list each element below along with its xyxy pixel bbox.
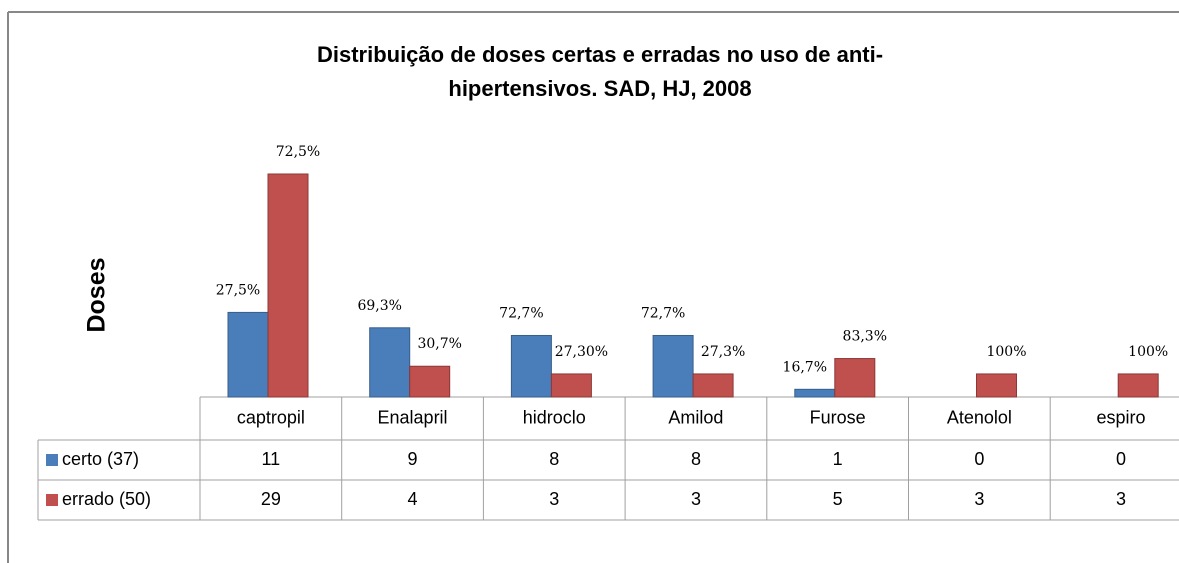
table-value: 3 [691,489,701,509]
bar [794,388,836,398]
data-label: 27,5% [216,282,260,298]
data-label: 27,3% [701,344,745,360]
legend-marker [46,494,58,506]
data-label: 100% [986,344,1026,360]
bar [227,311,269,398]
data-label: 27,30% [555,344,608,360]
data-label: 30,7% [417,336,461,352]
bar [692,373,734,398]
bar [550,373,592,398]
bar [652,334,694,398]
table-value: 11 [262,449,281,469]
table-value: 3 [549,489,559,509]
table-value: 3 [1116,489,1126,509]
category-label: Amilod [668,407,723,427]
data-label: 72,5% [276,144,320,160]
table-value: 5 [833,489,843,509]
table-value: 29 [261,489,281,509]
bar [1117,373,1159,398]
table-value: 0 [1116,449,1126,469]
legend-label: errado (50) [62,489,151,509]
category-label: Atenolol [947,407,1012,427]
table-value: 4 [408,489,418,509]
chart-title: Distribuição de doses certas e erradas n… [317,42,883,67]
bar [510,334,552,398]
category-label: Furose [810,407,866,427]
table-value: 8 [549,449,559,469]
category-label: captropil [237,407,305,427]
bar [369,327,411,398]
data-label: 72,7% [499,305,543,321]
table-value: 3 [974,489,984,509]
table-value: 0 [974,449,984,469]
category-label: espiro [1097,407,1146,427]
bar [267,173,309,398]
category-label: Enalapril [378,407,448,427]
bar [409,365,451,398]
data-label: 72,7% [641,305,685,321]
data-label: 100% [1128,344,1168,360]
data-label: 16,7% [783,359,827,375]
legend-label: certo (37) [62,449,139,469]
table-value: 1 [833,449,843,469]
table-value: 8 [691,449,701,469]
data-label: 83,3% [843,329,887,345]
chart-title: hipertensivos. SAD, HJ, 2008 [448,76,751,101]
data-label: 69,3% [357,298,401,314]
bar [834,358,876,398]
legend-marker [46,454,58,466]
table-value: 9 [408,449,418,469]
y-axis-label: Doses [83,257,111,332]
bar [976,373,1017,398]
category-label: hidroclo [523,407,586,427]
